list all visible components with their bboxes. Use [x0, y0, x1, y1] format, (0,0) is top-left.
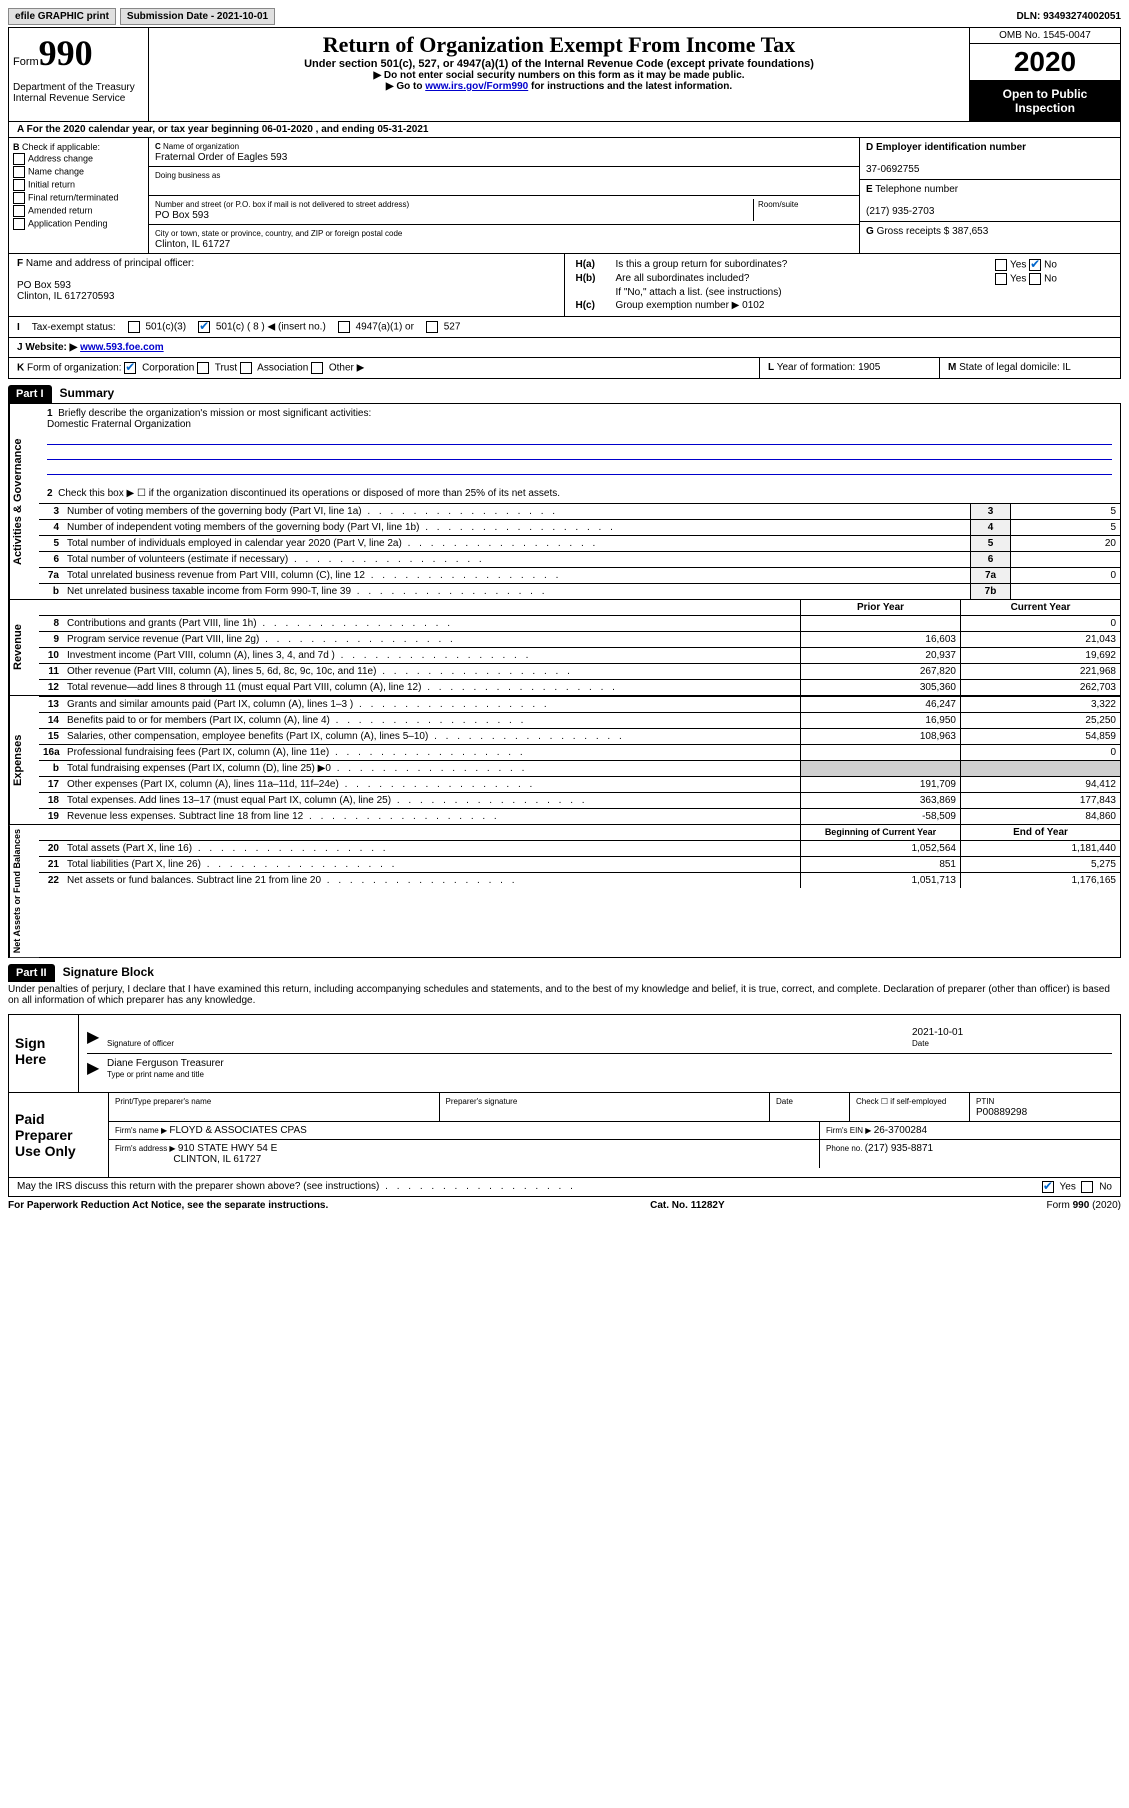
line-17: 17Other expenses (Part IX, column (A), l… — [39, 776, 1120, 792]
ein: 37-0692755 — [866, 164, 919, 175]
subdate-btn[interactable]: Submission Date - 2021-10-01 — [120, 8, 275, 25]
main-title: Return of Organization Exempt From Incom… — [153, 32, 965, 58]
open-public: Open to Public Inspection — [970, 81, 1120, 121]
footer: For Paperwork Reduction Act Notice, see … — [8, 1197, 1121, 1214]
line-9: 9Program service revenue (Part VIII, lin… — [39, 631, 1120, 647]
section-j: J Website: ▶ www.593.foe.com — [8, 338, 1121, 358]
perjury: Under penalties of perjury, I declare th… — [8, 982, 1121, 1008]
section-i: I Tax-exempt status: 501(c)(3) 501(c) ( … — [8, 317, 1121, 338]
line-15: 15Salaries, other compensation, employee… — [39, 728, 1120, 744]
form-number: 990 — [39, 33, 93, 73]
line-14: 14Benefits paid to or for members (Part … — [39, 712, 1120, 728]
website-link[interactable]: www.593.foe.com — [80, 342, 164, 353]
phone: (217) 935-2703 — [866, 206, 934, 217]
dln: DLN: 93493274002051 — [1016, 11, 1121, 22]
line-5: 5Total number of individuals employed in… — [39, 535, 1120, 551]
amended[interactable]: Amended return — [13, 205, 144, 217]
street: PO Box 593 — [155, 210, 209, 221]
line-6: 6Total number of volunteers (estimate if… — [39, 551, 1120, 567]
name-change[interactable]: Name change — [13, 166, 144, 178]
officer-name: Diane Ferguson Treasurer — [107, 1058, 224, 1069]
part1-title: Summary — [52, 383, 123, 403]
omb: OMB No. 1545-0047 — [970, 28, 1120, 44]
section-klm: K Form of organization: Corporation Trus… — [8, 358, 1121, 379]
discuss-row: May the IRS discuss this return with the… — [8, 1178, 1121, 1197]
ptin: P00889298 — [976, 1107, 1027, 1118]
section-c: C Name of organizationFraternal Order of… — [149, 138, 860, 253]
vlabel-rev: Revenue — [9, 600, 39, 695]
vlabel-exp: Expenses — [9, 696, 39, 824]
prep-phone: (217) 935-8871 — [865, 1143, 933, 1154]
subtitle: Under section 501(c), 527, or 4947(a)(1)… — [153, 58, 965, 70]
line-20: 20Total assets (Part X, line 16)1,052,56… — [39, 840, 1120, 856]
city: Clinton, IL 61727 — [155, 239, 230, 250]
sig-block: Sign Here ▶Signature of officer2021-10-0… — [8, 1014, 1121, 1178]
form-header: Form990 Department of the Treasury Inter… — [8, 27, 1121, 122]
line-18: 18Total expenses. Add lines 13–17 (must … — [39, 792, 1120, 808]
section-a: A For the 2020 calendar year, or tax yea… — [8, 122, 1121, 138]
line-11: 11Other revenue (Part VIII, column (A), … — [39, 663, 1120, 679]
firm-ein: 26-3700284 — [874, 1125, 927, 1136]
part2-header: Part II — [8, 964, 55, 982]
line-12: 12Total revenue—add lines 8 through 11 (… — [39, 679, 1120, 695]
line-13: 13Grants and similar amounts paid (Part … — [39, 696, 1120, 712]
firm-addr: 910 STATE HWY 54 E — [178, 1143, 277, 1154]
top-bar: efile GRAPHIC print Submission Date - 20… — [8, 8, 1121, 25]
paid-preparer: Paid Preparer Use Only — [9, 1093, 109, 1177]
final-return[interactable]: Final return/terminated — [13, 192, 144, 204]
section-h: H(a)Is this a group return for subordina… — [565, 254, 1121, 316]
form990-link[interactable]: www.irs.gov/Form990 — [425, 81, 528, 92]
part1-box: Activities & Governance 1 Briefly descri… — [8, 403, 1121, 958]
line-7a: 7aTotal unrelated business revenue from … — [39, 567, 1120, 583]
section-f: F Name and address of principal officer:… — [9, 254, 565, 316]
part2-title: Signature Block — [55, 962, 162, 982]
initial-return[interactable]: Initial return — [13, 179, 144, 191]
line-8: 8Contributions and grants (Part VIII, li… — [39, 615, 1120, 631]
vlabel-ag: Activities & Governance — [9, 404, 39, 599]
row-fh: F Name and address of principal officer:… — [8, 254, 1121, 317]
firm-name: FLOYD & ASSOCIATES CPAS — [169, 1125, 306, 1136]
efile-btn[interactable]: efile GRAPHIC print — [8, 8, 116, 25]
instr2: Go to www.irs.gov/Form990 for instructio… — [153, 81, 965, 92]
line-21: 21Total liabilities (Part X, line 26)851… — [39, 856, 1120, 872]
vlabel-net: Net Assets or Fund Balances — [9, 825, 39, 957]
line-4: 4Number of independent voting members of… — [39, 519, 1120, 535]
sign-here: Sign Here — [9, 1015, 79, 1092]
line-22: 22Net assets or fund balances. Subtract … — [39, 872, 1120, 888]
org-name: Fraternal Order of Eagles 593 — [155, 152, 287, 163]
section-d: D Employer identification number37-06927… — [860, 138, 1120, 253]
instr1: Do not enter social security numbers on … — [153, 70, 965, 81]
line-19: 19Revenue less expenses. Subtract line 1… — [39, 808, 1120, 824]
line-3: 3Number of voting members of the governi… — [39, 503, 1120, 519]
gross-receipts: 387,653 — [952, 226, 988, 237]
line-b: bNet unrelated business taxable income f… — [39, 583, 1120, 599]
line-16a: 16aProfessional fundraising fees (Part I… — [39, 744, 1120, 760]
line-b: bTotal fundraising expenses (Part IX, co… — [39, 760, 1120, 776]
dept: Department of the Treasury Internal Reve… — [13, 82, 144, 104]
app-pending[interactable]: Application Pending — [13, 218, 144, 230]
tax-year: 2020 — [970, 44, 1120, 81]
form-label: Form — [13, 56, 39, 68]
section-b: B Check if applicable: Address change Na… — [9, 138, 149, 253]
part1-header: Part I — [8, 385, 52, 403]
line-10: 10Investment income (Part VIII, column (… — [39, 647, 1120, 663]
addr-change[interactable]: Address change — [13, 153, 144, 165]
info-grid: B Check if applicable: Address change Na… — [8, 138, 1121, 254]
mission: Domestic Fraternal Organization — [47, 419, 191, 430]
